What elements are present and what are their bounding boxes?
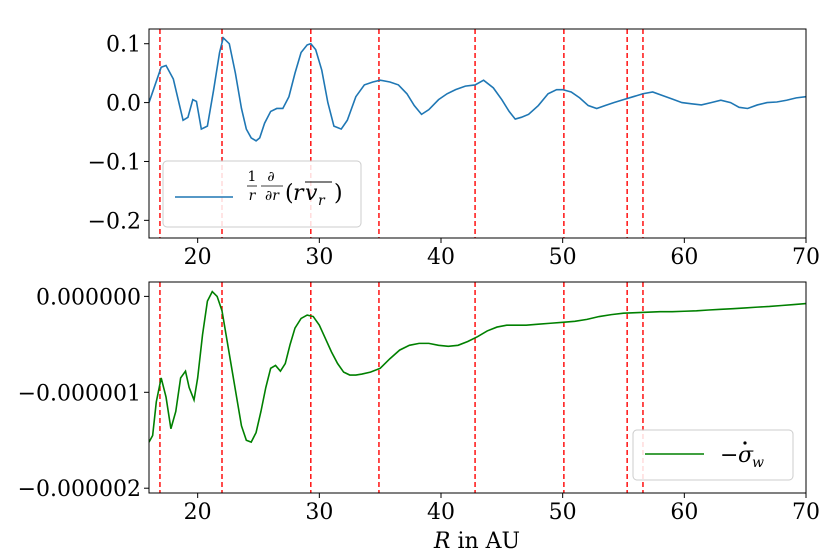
bottom-axes-frame <box>148 281 807 494</box>
svg-text:r: r <box>318 193 326 209</box>
y-tick-label: −0.1 <box>88 150 141 175</box>
x-tick-label: 50 <box>549 245 577 270</box>
svg-text:v: v <box>305 181 318 206</box>
bottom-xticks: 20 30 40 50 60 70 <box>184 493 820 525</box>
y-tick-label: −0.000001 <box>18 381 141 406</box>
y-tick-label: −0.000002 <box>18 477 141 502</box>
bottom-panel: 20 30 40 50 60 70 0.000000−0.000001−0.000002 … <box>18 281 820 554</box>
bottom-legend-label: − σ w <box>720 441 764 471</box>
top-legend-box <box>162 160 362 228</box>
svg-text:r: r <box>249 188 257 204</box>
top-legend: 1 r ∂ ∂r ( r v r ) <box>162 160 362 228</box>
x-tick-label: 20 <box>184 245 212 270</box>
x-tick-label: 70 <box>792 245 820 270</box>
bottom-legend: − σ w <box>632 429 794 481</box>
y-tick-label: 0.0 <box>106 92 141 117</box>
x-tick-label: 20 <box>184 500 212 525</box>
svg-text:∂: ∂ <box>267 169 274 185</box>
svg-text:σ: σ <box>738 443 754 468</box>
y-tick-label: −0.2 <box>88 209 141 234</box>
top-xticks: 20 30 40 50 60 70 <box>184 238 820 270</box>
svg-text:(: ( <box>285 181 294 206</box>
top-panel: 20 30 40 50 60 70 0.1 0.0 −0.1 −0.2 1 r ∂ ∂r ( r… <box>88 28 820 270</box>
svg-text:−: − <box>720 443 738 468</box>
x-tick-label: 30 <box>305 500 333 525</box>
x-axis-label: R in AU <box>433 529 520 554</box>
y-tick-label: 0.1 <box>106 33 141 58</box>
x-tick-label: 30 <box>305 245 333 270</box>
svg-text:w: w <box>752 455 764 471</box>
svg-text:1: 1 <box>248 169 257 185</box>
bottom-vlines <box>159 282 644 493</box>
bottom-series-line <box>149 290 806 444</box>
x-tick-label: 60 <box>670 245 698 270</box>
x-tick-label: 60 <box>670 500 698 525</box>
bottom-legend-box <box>632 429 794 481</box>
svg-text:∂r: ∂r <box>265 188 280 204</box>
x-tick-label: 50 <box>549 500 577 525</box>
x-tick-label: 40 <box>427 245 455 270</box>
bottom-yticks: 0.000000 −0.000001 −0.000002 <box>18 285 149 502</box>
x-tick-label: 40 <box>427 500 455 525</box>
svg-text:r: r <box>293 181 305 206</box>
top-vlines <box>159 29 644 238</box>
y-tick-label: 0.000000 <box>36 285 141 310</box>
top-legend-label: 1 r ∂ ∂r ( r v r ) <box>247 169 343 209</box>
top-axes-frame <box>148 28 807 239</box>
top-series-line <box>149 36 806 142</box>
x-tick-label: 70 <box>792 500 820 525</box>
top-yticks: 0.1 0.0 −0.1 −0.2 <box>88 33 149 234</box>
svg-text:): ) <box>334 181 343 206</box>
